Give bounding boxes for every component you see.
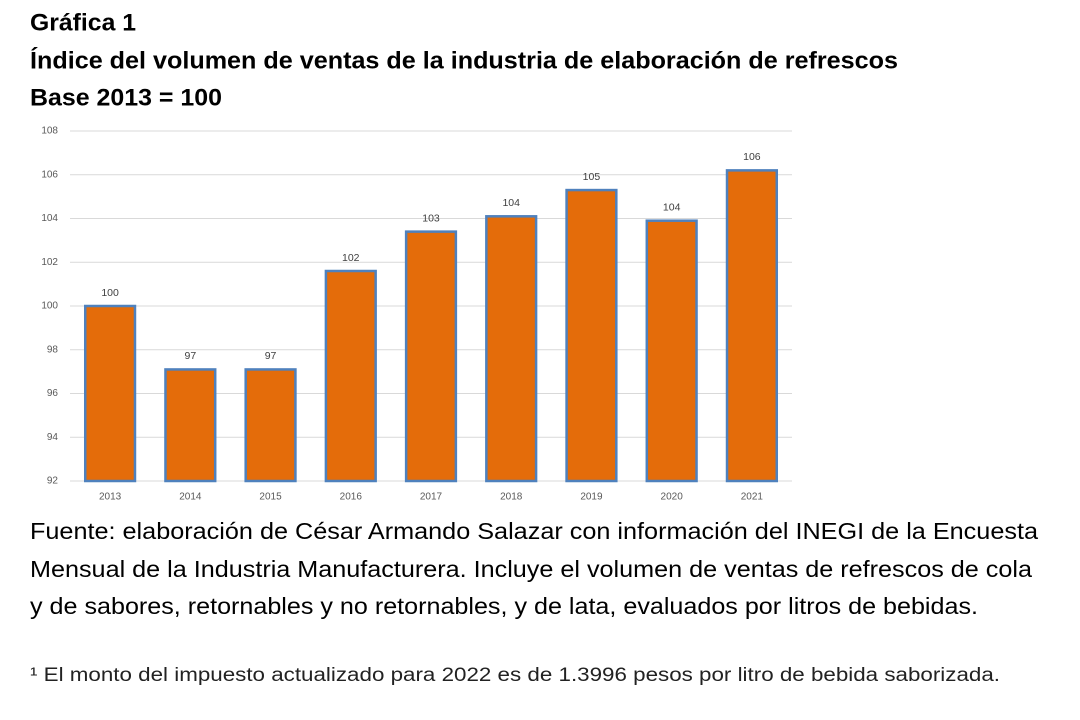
x-tick-label: 2016 (340, 492, 363, 503)
x-tick-label: 2017 (420, 492, 443, 503)
y-tick-label: 106 (41, 169, 58, 180)
x-tick-label: 2019 (580, 492, 603, 503)
value-label: 100 (101, 287, 119, 299)
y-tick-label: 102 (41, 257, 58, 268)
x-tick-label: 2014 (179, 492, 202, 503)
x-tick-label: 2015 (259, 492, 282, 503)
value-label: 102 (342, 252, 360, 264)
y-tick-label: 94 (47, 432, 59, 443)
value-label: 103 (422, 212, 440, 224)
bar (83, 304, 137, 483)
value-label: 104 (502, 197, 520, 209)
bar (645, 219, 698, 483)
source-line: Fuente: elaboración de César Armando Sal… (30, 518, 1038, 544)
bar (164, 368, 217, 483)
source-line: Mensual de la Industria Manufacturera. I… (30, 556, 1032, 582)
y-tick-label: 92 (47, 476, 59, 487)
bar (725, 169, 779, 483)
y-tick-label: 98 (47, 344, 59, 355)
y-tick-label: 104 (41, 213, 58, 224)
x-tick-label: 2018 (500, 492, 523, 503)
value-label: 106 (743, 151, 761, 163)
bar (404, 230, 458, 483)
bar (565, 188, 618, 483)
bar (324, 269, 377, 483)
x-tick-label: 2013 (99, 492, 122, 503)
source-line: y de sabores, retornables y no retornabl… (30, 593, 978, 619)
value-label: 105 (583, 171, 601, 183)
chart-title: Gráfica 1 (30, 9, 136, 36)
x-tick-label: 2021 (741, 492, 764, 503)
value-label: 97 (184, 350, 196, 362)
y-tick-label: 108 (41, 126, 58, 137)
bar (485, 215, 538, 483)
value-label: 97 (265, 350, 277, 362)
chart-subtitle: Índice del volumen de ventas de la indus… (30, 46, 898, 74)
x-tick-label: 2020 (661, 492, 684, 503)
base-note: Base 2013 = 100 (30, 84, 222, 111)
y-tick-label: 100 (41, 301, 58, 312)
bar (244, 368, 297, 483)
y-tick-label: 96 (47, 388, 59, 399)
footnote: ¹ El monto del impuesto actualizado para… (30, 665, 1000, 686)
value-label: 104 (663, 201, 681, 213)
